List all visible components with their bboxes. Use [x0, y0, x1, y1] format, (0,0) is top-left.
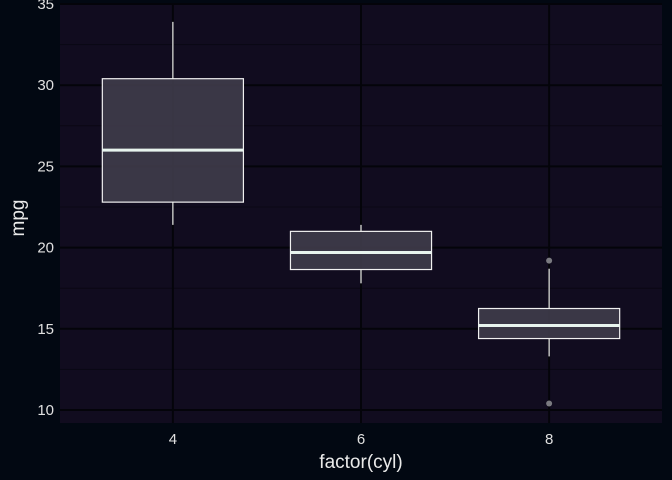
- outlier-point: [546, 257, 553, 264]
- y-axis-title: mpg: [8, 200, 29, 237]
- outlier-point: [546, 400, 553, 407]
- x-tick-label: 8: [545, 431, 553, 448]
- box: [101, 78, 245, 203]
- box-group-4: [101, 21, 245, 225]
- box-series: [101, 21, 621, 407]
- x-axis-ticks: 4 6 8: [169, 431, 554, 448]
- y-tick-label: 25: [37, 158, 54, 175]
- y-tick-label: 20: [37, 240, 54, 257]
- box: [289, 230, 433, 271]
- box-group-6: [289, 224, 433, 284]
- y-tick-label: 30: [37, 77, 54, 94]
- x-tick-label: 6: [357, 431, 365, 448]
- box-group-8: [477, 257, 621, 407]
- x-axis-title: factor(cyl): [319, 452, 402, 473]
- y-tick-label: 10: [37, 402, 54, 419]
- x-tick-label: 4: [169, 431, 177, 448]
- box: [477, 307, 621, 340]
- y-tick-label: 35: [37, 0, 54, 13]
- y-tick-label: 15: [37, 321, 54, 338]
- y-axis-ticks: 10 15 20 25 30 35: [37, 0, 54, 419]
